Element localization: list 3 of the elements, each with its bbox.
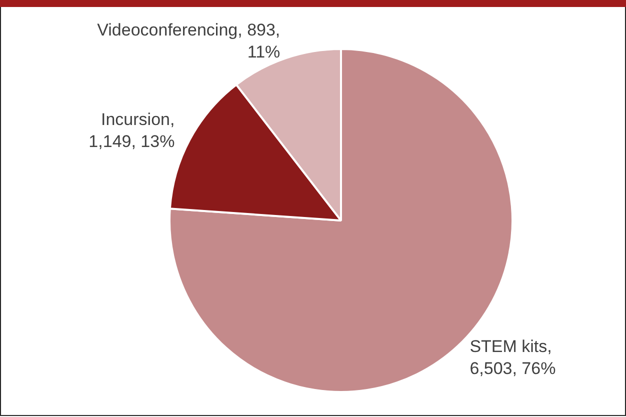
- slice-label: STEM kits, 6,503, 76%: [470, 337, 556, 378]
- slice-label: Incursion, 1,149, 13%: [88, 110, 175, 152]
- slice-label: Videoconferencing, 893, 11%: [97, 20, 280, 62]
